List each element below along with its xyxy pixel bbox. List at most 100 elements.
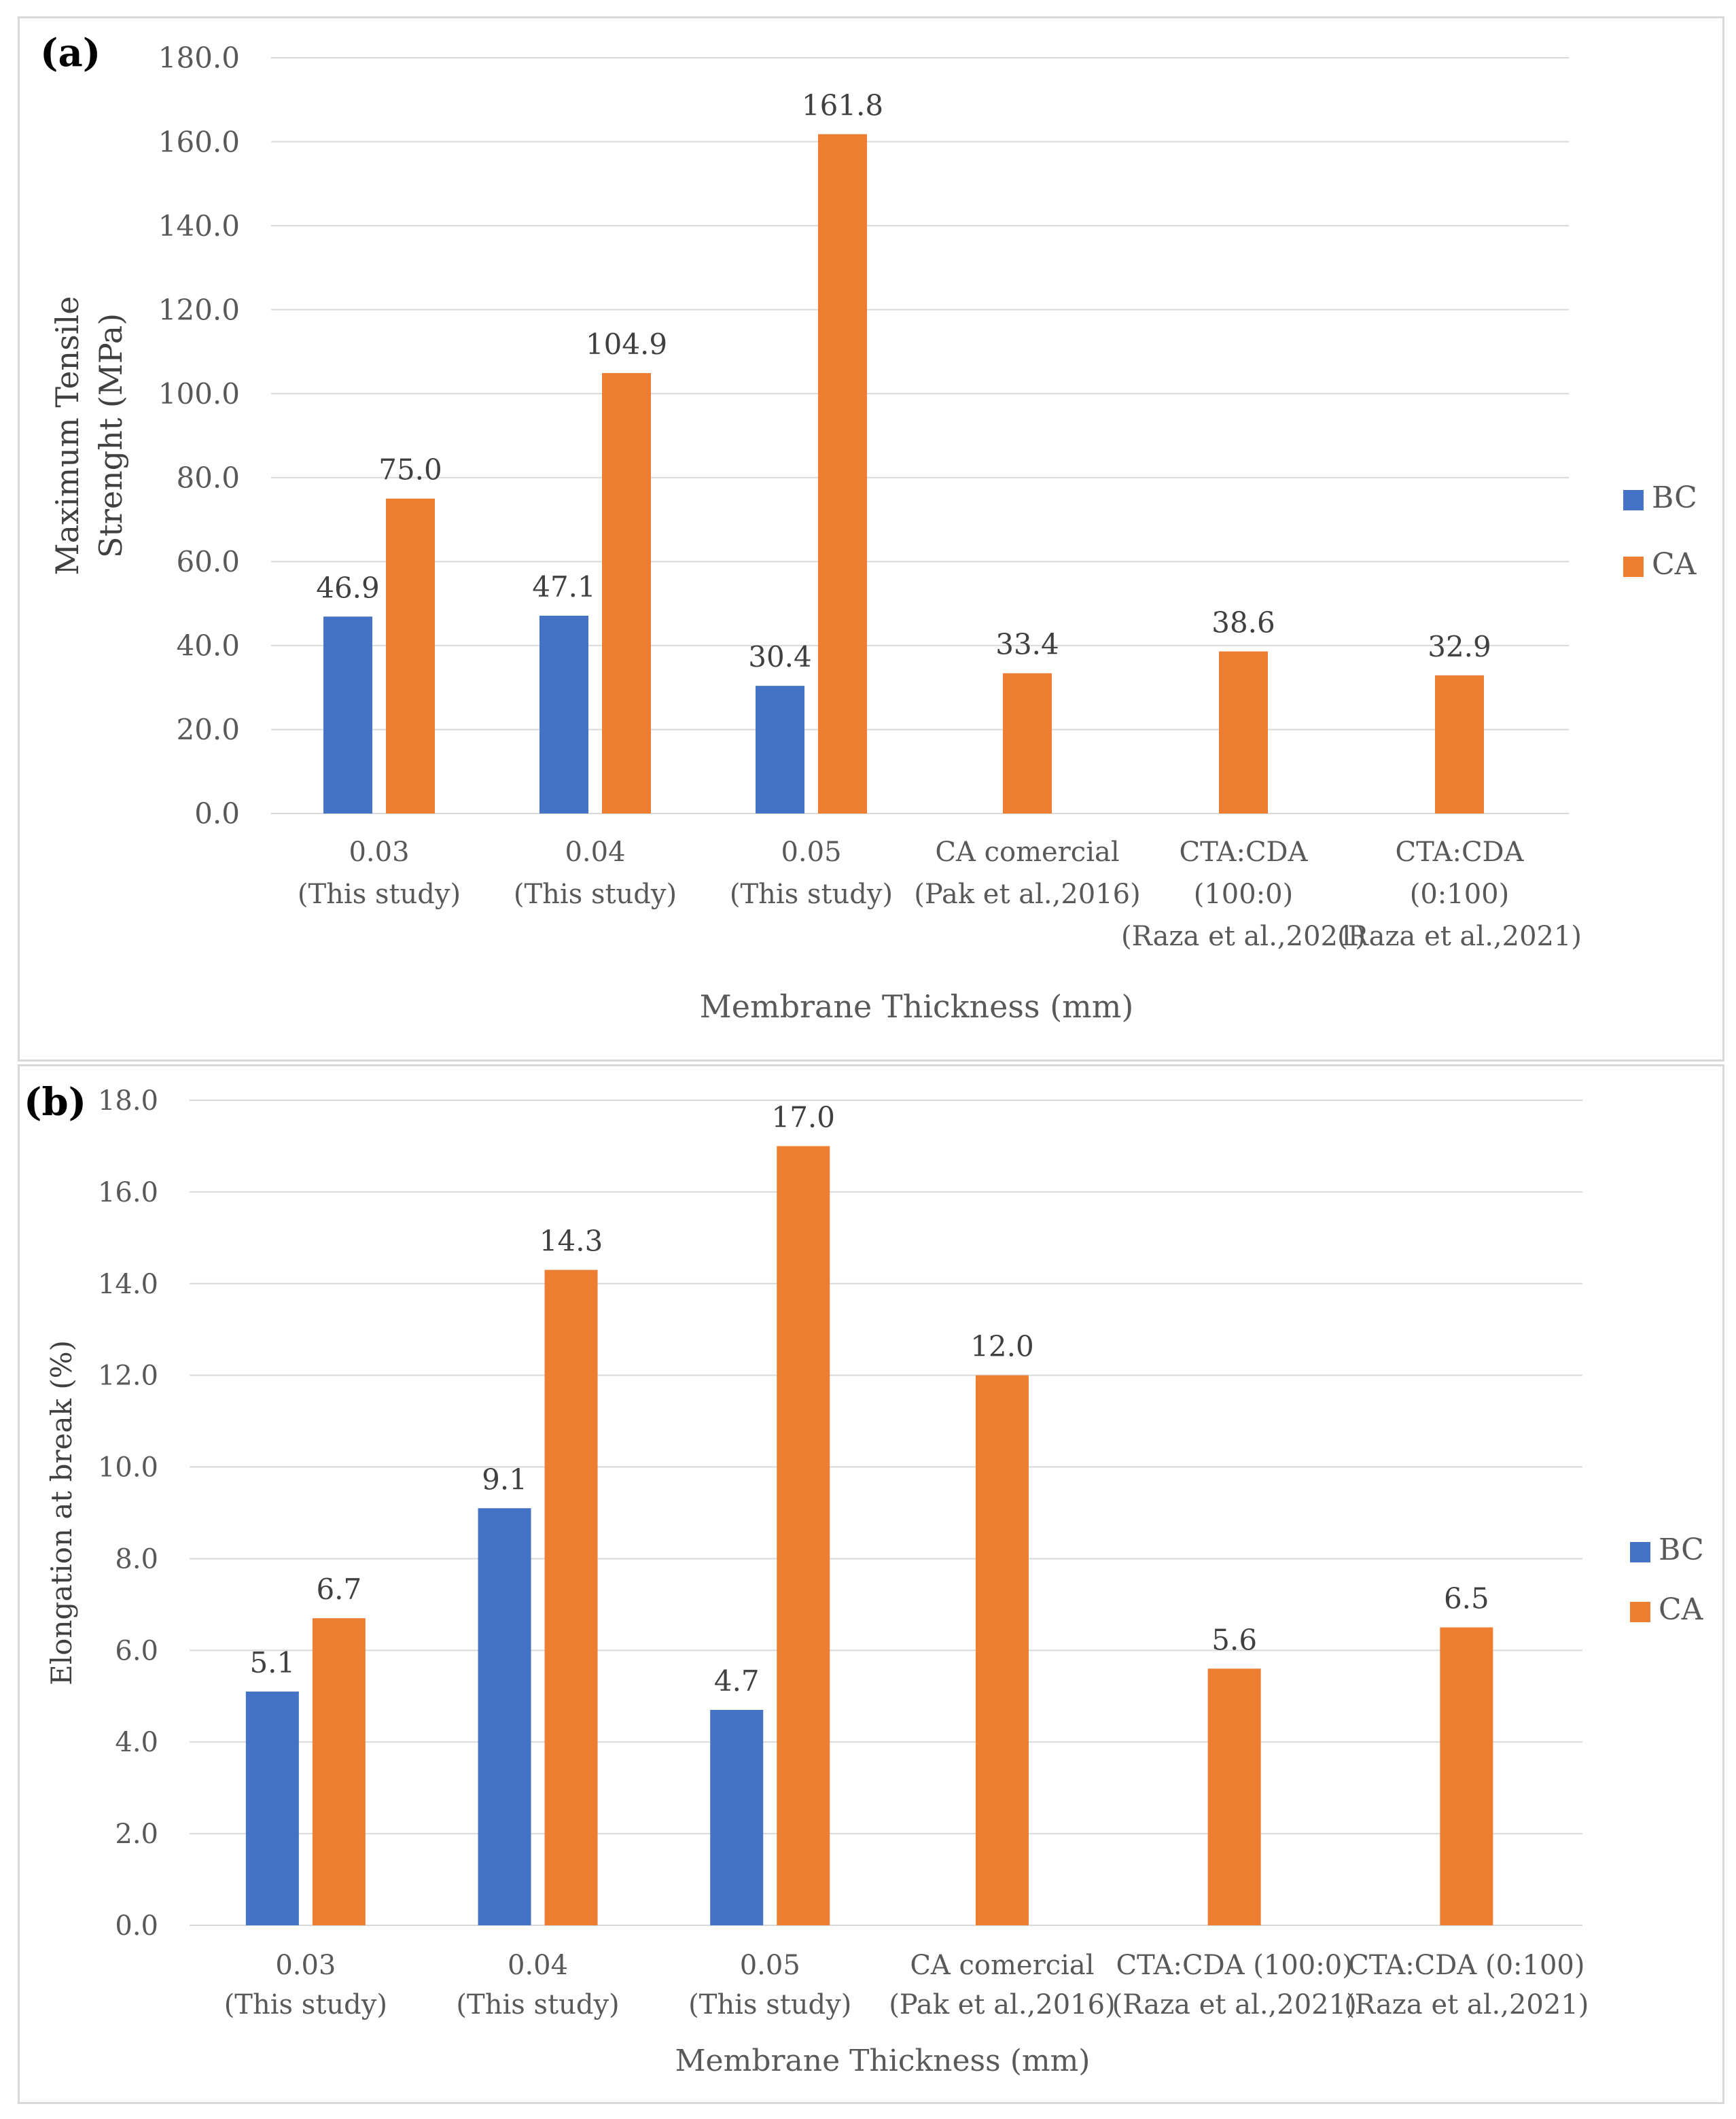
y-axis-title: Strenght (MPa) <box>92 313 129 558</box>
x-tick-label: (This study) <box>298 879 461 910</box>
x-tick-label: 0.05 <box>740 1950 800 1981</box>
panel-label: (b) <box>24 1080 86 1125</box>
x-tick-label: (Raza et al.,2021) <box>1337 921 1582 952</box>
legend-label-bc: BC <box>1652 480 1697 515</box>
x-axis-title: Membrane Thickness (mm) <box>675 2044 1091 2078</box>
y-tick-label: 0.0 <box>194 797 240 830</box>
bar-ca <box>386 498 435 813</box>
y-tick-label: 12.0 <box>98 1361 158 1392</box>
x-tick-label: CTA:CDA (0:100) <box>1348 1950 1584 1981</box>
x-tick-label: (0:100) <box>1410 879 1509 910</box>
x-axis-title: Membrane Thickness (mm) <box>700 988 1134 1025</box>
data-label: 4.7 <box>714 1664 760 1698</box>
bar-bc <box>710 1710 764 1925</box>
x-tick-label: (100:0) <box>1194 879 1293 910</box>
y-tick-label: 180.0 <box>158 41 240 75</box>
y-tick-label: 60.0 <box>176 545 240 578</box>
x-tick-label: CTA:CDA <box>1395 837 1524 868</box>
legend-swatch-ca <box>1630 1602 1650 1622</box>
bar-ca <box>544 1269 598 1925</box>
bar-ca <box>818 134 867 814</box>
x-tick-label: (This study) <box>730 879 893 910</box>
data-label: 5.6 <box>1211 1623 1257 1656</box>
x-tick-label: CTA:CDA (100:0) <box>1116 1950 1353 1981</box>
y-tick-label: 6.0 <box>115 1635 158 1666</box>
data-label: 32.9 <box>1428 630 1491 663</box>
y-tick-label: 40.0 <box>176 629 240 663</box>
x-tick-label: CA comercial <box>935 837 1119 868</box>
legend-swatch-ca <box>1623 557 1644 577</box>
y-axis-title: Maximum Tensile <box>49 296 86 576</box>
data-label: 6.5 <box>1444 1582 1489 1615</box>
y-tick-label: 100.0 <box>158 377 240 410</box>
bar-bc <box>323 616 372 813</box>
y-tick-label: 4.0 <box>115 1727 158 1758</box>
data-label: 30.4 <box>748 640 812 673</box>
x-tick-label: 0.04 <box>565 837 625 868</box>
bar-ca <box>312 1618 366 1925</box>
y-tick-label: 120.0 <box>158 293 240 326</box>
y-tick-label: 0.0 <box>115 1910 158 1942</box>
bar-ca <box>1207 1668 1261 1925</box>
bar-ca <box>1003 673 1052 813</box>
x-tick-label: (This study) <box>456 1989 619 2020</box>
x-tick-label: (Pak et al.,2016) <box>914 879 1140 910</box>
y-tick-label: 18.0 <box>98 1085 158 1117</box>
chart-panel-b: 0.0 2.0 4.0 6.0 8.0 10.0 12.0 14.0 16.0 18.0 5.1 6.… <box>18 1064 1724 2104</box>
data-label: 47.1 <box>532 570 596 603</box>
x-tick-label: 0.05 <box>781 837 841 868</box>
y-tick-label: 8.0 <box>115 1543 158 1575</box>
y-tick-label: 2.0 <box>115 1819 158 1850</box>
panel-label: (a) <box>40 31 101 75</box>
bar-ca <box>1219 651 1268 813</box>
data-label: 38.6 <box>1211 606 1275 640</box>
bar-bc <box>245 1692 299 1925</box>
data-label: 17.0 <box>771 1100 835 1134</box>
x-tick-label: 0.03 <box>349 837 409 868</box>
bar-ca <box>1435 675 1484 813</box>
data-label: 33.4 <box>995 628 1059 661</box>
x-tick-label: (This study) <box>514 879 677 910</box>
x-tick-label: (This study) <box>224 1989 387 2020</box>
data-label: 12.0 <box>970 1330 1034 1363</box>
x-tick-label: (Raza et al.,2021) <box>1112 1989 1357 2020</box>
y-tick-label: 140.0 <box>158 209 240 243</box>
bar-ca <box>1440 1627 1493 1925</box>
x-tick-label: CA comercial <box>910 1950 1094 1981</box>
y-tick-label: 80.0 <box>176 461 240 494</box>
y-tick-label: 16.0 <box>98 1177 158 1208</box>
x-tick-label: (Pak et al.,2016) <box>889 1989 1115 2020</box>
data-label: 14.3 <box>539 1225 603 1258</box>
bar-ca <box>777 1146 830 1925</box>
bar-ca <box>975 1375 1029 1925</box>
legend-label-ca: CA <box>1652 547 1697 582</box>
data-label: 6.7 <box>316 1573 361 1606</box>
y-tick-label: 10.0 <box>98 1452 158 1484</box>
chart-b-svg: 0.0 2.0 4.0 6.0 8.0 10.0 12.0 14.0 16.0 18.0 5.1 6.… <box>24 1080 1704 2078</box>
chart-a-svg: 0.0 20.0 40.0 60.0 80.0 100.0 120.0 140.0 160.0 1… <box>40 31 1697 1025</box>
data-label: 161.8 <box>802 88 883 122</box>
x-tick-label: 0.04 <box>508 1950 568 1981</box>
legend-swatch-bc <box>1623 490 1644 510</box>
y-tick-label: 20.0 <box>176 713 240 746</box>
bar-bc <box>539 616 588 813</box>
data-label: 75.0 <box>378 453 442 487</box>
x-tick-label: CTA:CDA <box>1179 837 1308 868</box>
x-tick-label: 0.03 <box>275 1950 336 1981</box>
data-label: 46.9 <box>316 571 380 604</box>
data-label: 5.1 <box>249 1646 295 1679</box>
x-tick-label: (Raza et al.,2021) <box>1344 1989 1589 2020</box>
x-tick-label: (This study) <box>688 1989 851 2020</box>
data-label: 104.9 <box>586 328 667 361</box>
legend-label-ca: CA <box>1659 1592 1704 1627</box>
chart-panel-a: 0.0 20.0 40.0 60.0 80.0 100.0 120.0 140.0 160.0 1… <box>18 16 1724 1062</box>
bar-bc <box>478 1508 531 1925</box>
y-axis-title: Elongation at break (%) <box>45 1340 78 1685</box>
bar-ca <box>602 372 651 813</box>
bar-bc <box>756 686 804 813</box>
x-tick-label: (Raza et al.,2021) <box>1121 921 1366 952</box>
data-label: 9.1 <box>482 1463 527 1496</box>
legend-swatch-bc <box>1630 1542 1650 1562</box>
legend-label-bc: BC <box>1659 1533 1704 1567</box>
y-tick-label: 14.0 <box>98 1269 158 1300</box>
